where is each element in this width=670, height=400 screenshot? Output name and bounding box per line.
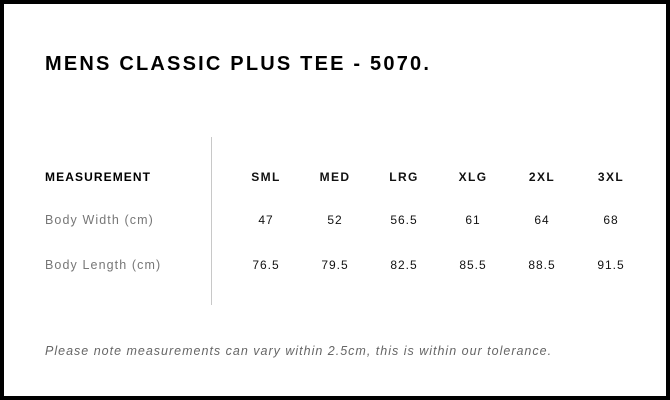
row-label: Body Width (cm) xyxy=(45,213,154,227)
table-cell: 79.5 xyxy=(321,258,349,272)
header-size: 3XL xyxy=(597,170,625,184)
table-cell: 64 xyxy=(534,213,550,227)
table-cell: 88.5 xyxy=(528,258,556,272)
table-cell: 56.5 xyxy=(390,213,418,227)
page-title: MENS CLASSIC PLUS TEE - 5070. xyxy=(45,53,432,75)
header-measurement: MEASUREMENT xyxy=(45,170,152,184)
row-label: Body Length (cm) xyxy=(45,258,162,272)
table-cell: 76.5 xyxy=(252,258,280,272)
header-size: MED xyxy=(319,170,351,184)
header-size: SML xyxy=(251,170,281,184)
size-chart-card: MENS CLASSIC PLUS TEE - 5070. MEASUREMEN… xyxy=(4,4,666,396)
table-cell: 52 xyxy=(327,213,343,227)
table-cell: 91.5 xyxy=(597,258,625,272)
column-divider xyxy=(211,137,212,305)
table-cell: 47 xyxy=(258,213,274,227)
header-size: 2XL xyxy=(528,170,556,184)
tolerance-note: Please note measurements can vary within… xyxy=(45,344,553,358)
header-size: XLG xyxy=(458,170,488,184)
table-cell: 85.5 xyxy=(459,258,487,272)
header-size: LRG xyxy=(389,170,419,184)
table-cell: 82.5 xyxy=(390,258,418,272)
table-cell: 68 xyxy=(603,213,619,227)
table-cell: 61 xyxy=(465,213,481,227)
